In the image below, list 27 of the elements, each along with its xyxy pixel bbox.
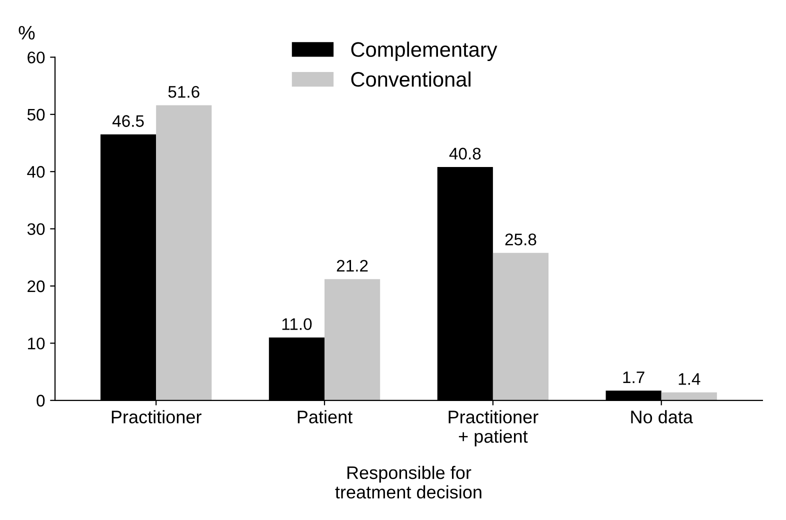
- x-tick-label: No data: [631, 410, 693, 424]
- data-label: 46.5: [112, 115, 144, 127]
- data-label: 40.8: [449, 148, 481, 160]
- data-label: 51.6: [168, 86, 200, 98]
- data-label: 25.8: [505, 234, 536, 246]
- y-tick-label: 60: [28, 52, 45, 64]
- y-tick-label: 0: [36, 394, 45, 407]
- bar: [324, 279, 380, 400]
- y-tick-label: 40: [27, 166, 45, 178]
- data-label: 21.2: [336, 260, 368, 272]
- y-tick-label: 50: [27, 108, 45, 121]
- x-axis-title: Responsible for treatment decision: [335, 466, 482, 499]
- x-tick-label: Patient: [298, 410, 352, 424]
- x-tick-label: Practitioner + patient: [448, 410, 538, 446]
- data-label: 11.0: [282, 318, 312, 330]
- legend-label: Conventional: [351, 71, 470, 87]
- data-label: 1.7: [623, 372, 644, 384]
- bar: [492, 252, 549, 400]
- bar: [156, 105, 212, 400]
- y-tick-label: 20: [28, 280, 45, 292]
- legend-label: Complementary: [351, 42, 498, 62]
- data-label: 1.4: [678, 373, 700, 385]
- bar: [661, 392, 717, 400]
- x-tick-label: Practitioner: [112, 410, 202, 424]
- y-tick-label: 10: [28, 338, 45, 350]
- y-tick-label: 30: [27, 223, 45, 236]
- y-axis-title: %: [18, 26, 35, 40]
